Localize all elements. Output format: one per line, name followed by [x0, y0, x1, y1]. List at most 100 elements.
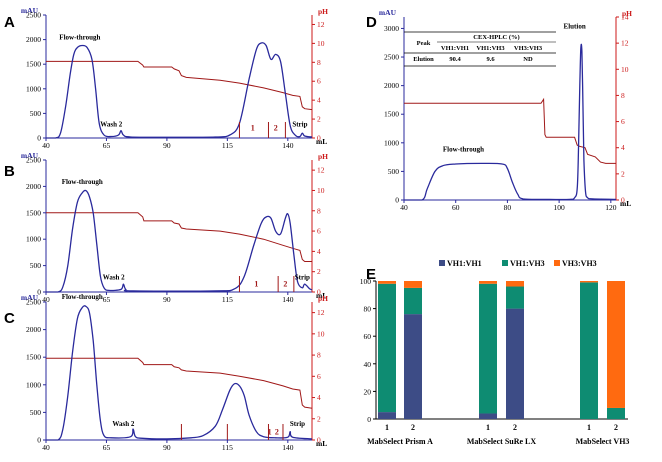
y-tick-label: 0	[395, 196, 399, 205]
x-tick-label: 60	[452, 203, 460, 212]
y2-tick-label: 0	[317, 134, 321, 143]
legend-swatch	[502, 260, 508, 266]
x-tick-label: 40	[42, 443, 50, 452]
x-tick-label: 65	[103, 141, 111, 150]
peak-annotation: Strip	[295, 273, 310, 281]
y-tick-label: 500	[30, 408, 42, 417]
bar-segment	[506, 308, 524, 419]
peak-annotation: Flow-through	[62, 293, 103, 301]
bar-segment	[607, 407, 625, 419]
fraction-label: 1	[268, 427, 272, 436]
y-axis-unit: mAU	[379, 8, 397, 17]
peak-annotation: Strip	[290, 420, 305, 428]
y2-tick-label: 8	[621, 91, 625, 100]
category-label: 1	[587, 423, 591, 432]
y2-tick-label: 10	[621, 65, 629, 74]
category-label: 1	[486, 423, 490, 432]
y2-axis-unit: pH	[318, 294, 328, 303]
bar-segment	[506, 286, 524, 309]
x-tick-label: 140	[282, 443, 294, 452]
y-tick-label: 1500	[384, 110, 399, 119]
y-tick-label: 0	[37, 288, 41, 297]
y2-axis-unit: pH	[318, 152, 328, 161]
y-tick-label: 0	[37, 134, 41, 143]
y2-tick-label: 6	[621, 117, 625, 126]
y2-tick-label: 6	[317, 227, 321, 236]
ph-curve	[46, 212, 312, 262]
y-axis-unit: mAU	[21, 6, 39, 15]
peak-annotation: Flow-through	[59, 34, 100, 42]
peak-annotation: Elution	[564, 22, 586, 30]
ph-curve	[46, 357, 313, 409]
x-tick-label: 90	[163, 295, 171, 304]
y2-tick-label: 0	[621, 196, 625, 205]
table-cell: ND	[523, 56, 533, 63]
x-tick-label: 40	[400, 203, 408, 212]
bar-segment	[580, 281, 598, 283]
x-tick-label: 65	[103, 295, 111, 304]
y-tick-label: 2500	[26, 156, 41, 165]
ph-curve	[46, 60, 313, 111]
fraction-label: 2	[275, 427, 279, 436]
y-tick-label: 500	[388, 167, 400, 176]
y2-tick-label: 4	[621, 143, 625, 152]
category-label: 2	[513, 423, 517, 432]
y2-tick-label: 4	[317, 96, 321, 105]
legend-swatch	[554, 260, 560, 266]
peak-annotation: Flow-through	[443, 145, 484, 153]
y-tick-label: 500	[30, 109, 42, 118]
y2-tick-label: 6	[317, 372, 321, 381]
table-span-header: CEX-HPLC (%)	[473, 34, 519, 41]
cex-hplc-table: CEX-HPLC (%) Peak VH1:VH1 VH1:VH3 VH3:VH3 Elu…	[404, 31, 556, 67]
y-tick-label: 1500	[26, 208, 41, 217]
peak-annotation: Flow-through	[62, 178, 103, 186]
legend-swatch	[439, 260, 445, 266]
y2-tick-label: 12	[317, 166, 325, 175]
x-tick-label: 40	[42, 141, 50, 150]
x-tick-label: 65	[103, 443, 111, 452]
y-tick-label: 1000	[384, 138, 399, 147]
x-tick-label: 90	[163, 443, 171, 452]
y-tick-label: 60	[364, 332, 372, 341]
y2-tick-label: 2	[317, 115, 321, 124]
table-column-header: VH1:VH1	[441, 45, 469, 52]
y2-tick-label: 8	[317, 206, 321, 215]
panel-label: C	[4, 310, 15, 327]
y2-tick-label: 2	[317, 267, 321, 276]
panel-label: E	[366, 266, 376, 283]
panel-label: D	[366, 14, 377, 31]
y2-tick-label: 4	[317, 247, 321, 256]
y-tick-label: 500	[30, 261, 42, 270]
x-tick-label: 115	[222, 141, 233, 150]
table-cell: 90.4	[449, 56, 461, 63]
ph-curve	[404, 97, 616, 164]
category-label: 2	[614, 423, 618, 432]
y-tick-label: 1000	[26, 84, 41, 93]
peak-annotation: Wash 2	[112, 420, 134, 428]
y2-tick-label: 8	[317, 351, 321, 360]
y-tick-label: 100	[360, 277, 372, 286]
legend-label: VH3:VH3	[562, 259, 597, 268]
y-tick-label: 3000	[384, 24, 399, 33]
y2-tick-label: 4	[317, 393, 321, 402]
fraction-label: 2	[274, 124, 278, 133]
table-cell: 9.6	[486, 56, 495, 63]
table-column-header: VH1:VH3	[476, 45, 505, 52]
x-tick-label: 115	[222, 295, 233, 304]
panel-label: A	[4, 14, 15, 31]
y-axis-unit: mAU	[21, 293, 39, 302]
legend-label: VH1:VH1	[447, 259, 482, 268]
panel-label: B	[4, 163, 15, 180]
fraction-label: 1	[251, 124, 255, 133]
bar-segment	[378, 281, 396, 284]
y-tick-label: 2500	[26, 11, 41, 20]
bar-segment	[479, 281, 497, 284]
bar-segment	[479, 283, 497, 414]
y2-axis-unit: pH	[318, 7, 328, 16]
bar-segment	[506, 281, 524, 287]
x-tick-label: 40	[42, 295, 50, 304]
uv-absorbance-curve	[404, 43, 617, 201]
y-tick-label: 0	[367, 415, 371, 424]
